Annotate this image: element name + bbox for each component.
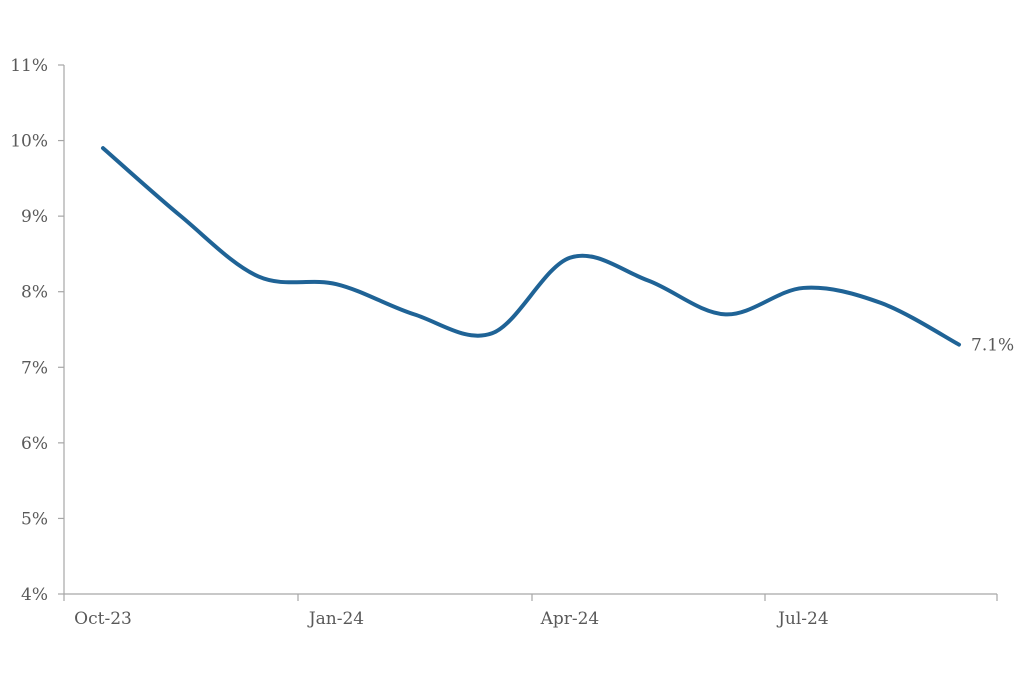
x-tick-label: Oct-23 [74, 609, 132, 629]
y-tick-label: 6% [21, 434, 48, 454]
y-tick-label: 7% [21, 358, 48, 378]
x-tick-label: Jul-24 [776, 609, 829, 629]
y-tick-label: 8% [21, 283, 48, 303]
y-tick-label: 4% [21, 585, 48, 605]
data-labels: 7.1% [971, 336, 1014, 356]
y-axis: 4% 5% 6% 7% 8% 9% 10% 11% [10, 56, 65, 605]
y-tick-label: 9% [21, 207, 48, 227]
y-tick-label: 11% [10, 56, 48, 76]
x-tick-label: Jan-24 [307, 609, 364, 629]
y-tick-label: 10% [10, 132, 48, 152]
y-tick-label: 5% [21, 509, 48, 529]
end-value-label: 7.1% [971, 336, 1014, 356]
x-tick-label: Apr-24 [540, 609, 600, 629]
series-line [101, 146, 961, 347]
x-axis: Oct-23 Jan-24 Apr-24 Jul-24 [63, 593, 998, 629]
series-lines [101, 146, 961, 347]
